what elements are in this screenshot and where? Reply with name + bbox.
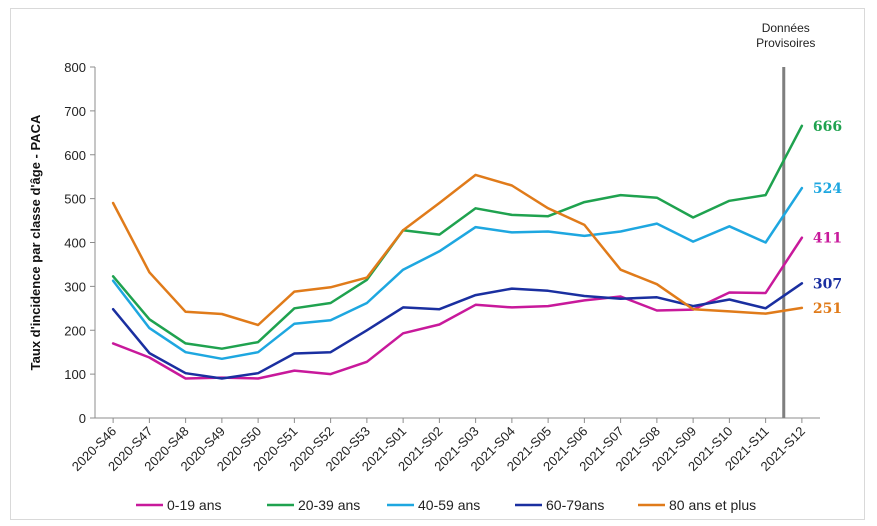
y-tick-label: 100 (64, 367, 86, 382)
series-end-label-4: 307 (813, 276, 842, 292)
legend-label-4: 60-79ans (546, 497, 604, 513)
y-tick-label: 800 (64, 60, 86, 75)
legend-label-1: 0-19 ans (167, 497, 221, 513)
y-tick-label: 700 (64, 104, 86, 119)
provisional-label-line1: Données (762, 21, 810, 35)
legend-label-2: 20-39 ans (298, 497, 360, 513)
y-tick-label: 400 (64, 236, 86, 251)
series-line-5 (111, 173, 804, 327)
series-line-3 (111, 186, 804, 361)
provisional-label-line2: Provisoires (756, 36, 815, 50)
series-end-label-3: 524 (813, 181, 842, 197)
y-tick-label: 500 (64, 192, 86, 207)
series-line-4 (111, 282, 804, 380)
y-tick-label: 0 (79, 411, 86, 426)
y-tick-label: 300 (64, 279, 86, 294)
legend-label-3: 40-59 ans (418, 497, 480, 513)
y-tick-label: 600 (64, 148, 86, 163)
series-end-label-1: 411 (813, 231, 842, 247)
series-line-2 (111, 124, 804, 350)
legend-label-5: 80 ans et plus (669, 497, 756, 513)
y-axis-label: Taux d'incidence par classe d'âge - PACA (28, 114, 43, 370)
series-end-label-5: 251 (813, 301, 842, 317)
chart-frame (10, 8, 865, 520)
y-tick-label: 200 (64, 323, 86, 338)
series-end-label-2: 666 (813, 119, 842, 135)
